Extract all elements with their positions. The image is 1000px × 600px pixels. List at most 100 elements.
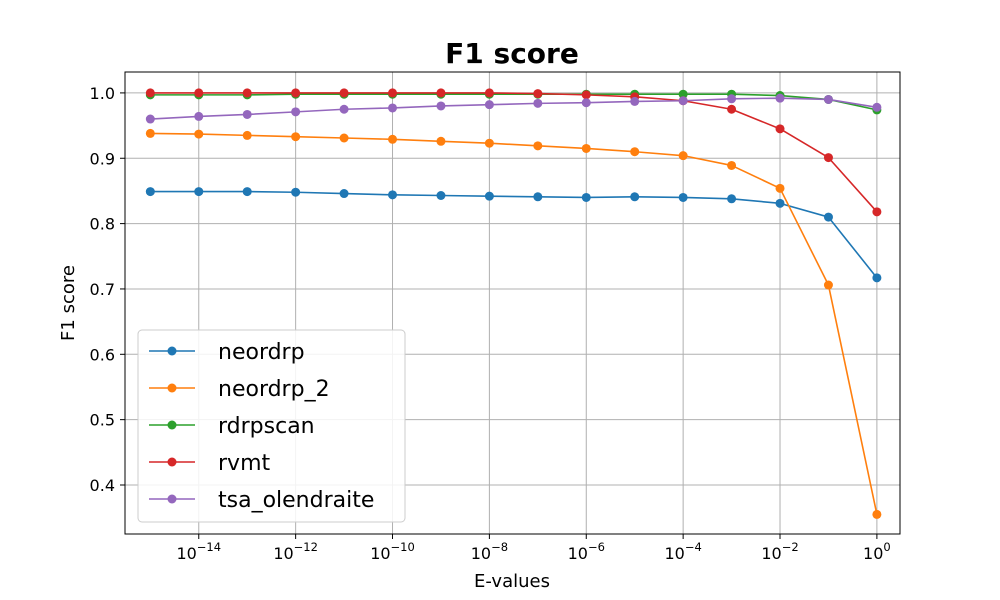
series-neordrp-2 bbox=[145, 128, 882, 519]
data-point bbox=[145, 187, 155, 197]
data-point bbox=[388, 103, 398, 113]
data-point bbox=[436, 136, 446, 146]
series-neordrp bbox=[145, 187, 882, 283]
data-point bbox=[581, 192, 591, 202]
series-line bbox=[150, 132, 878, 515]
data-point bbox=[242, 109, 252, 119]
data-point bbox=[291, 132, 301, 142]
x-tick-label: 10−14 bbox=[176, 540, 221, 563]
data-point bbox=[823, 153, 833, 163]
data-point bbox=[339, 189, 349, 199]
data-point bbox=[194, 88, 204, 98]
data-point bbox=[145, 88, 155, 98]
data-point bbox=[388, 190, 398, 200]
data-point bbox=[436, 101, 446, 111]
data-point bbox=[630, 192, 640, 202]
series-tsa-olendraite bbox=[145, 93, 882, 124]
data-point bbox=[484, 191, 494, 201]
series-layer bbox=[145, 88, 882, 519]
x-axis-label: E-values bbox=[474, 571, 550, 592]
legend-item: rdrpscan bbox=[149, 414, 315, 439]
data-point bbox=[775, 124, 785, 134]
y-tick-label: 1.0 bbox=[90, 84, 115, 103]
data-point bbox=[823, 212, 833, 222]
legend-item: neordrp_2 bbox=[149, 377, 330, 402]
x-tick-label: 10−8 bbox=[471, 540, 508, 563]
data-point bbox=[242, 88, 252, 98]
data-point bbox=[872, 102, 882, 112]
series-line bbox=[150, 97, 878, 120]
data-point bbox=[242, 130, 252, 140]
data-point bbox=[145, 114, 155, 124]
y-tick-label: 0.6 bbox=[90, 345, 115, 364]
data-point bbox=[339, 88, 349, 98]
data-point bbox=[678, 192, 688, 202]
data-point bbox=[872, 509, 882, 519]
data-point bbox=[775, 183, 785, 193]
data-point bbox=[823, 280, 833, 290]
legend-marker bbox=[167, 383, 177, 393]
legend-label: neordrp_2 bbox=[218, 377, 330, 402]
data-point bbox=[630, 147, 640, 157]
legend-box bbox=[137, 329, 406, 523]
data-point bbox=[678, 151, 688, 161]
data-point bbox=[291, 107, 301, 117]
data-point bbox=[436, 88, 446, 98]
legend-label: tsa_olendraite bbox=[218, 488, 374, 513]
data-point bbox=[484, 100, 494, 110]
y-tick-label: 0.8 bbox=[90, 215, 115, 234]
data-point bbox=[436, 191, 446, 201]
data-point bbox=[581, 98, 591, 108]
legend: neordrp neordrp_2 rdrpscan rvmt tsa_olendrai… bbox=[137, 329, 406, 523]
data-point bbox=[145, 128, 155, 138]
data-point bbox=[339, 104, 349, 114]
legend-marker bbox=[167, 457, 177, 467]
y-tick-label: 0.7 bbox=[90, 280, 115, 299]
plot-frame bbox=[124, 71, 901, 535]
legend-item: neordrp bbox=[149, 340, 305, 365]
legend-label: rdrpscan bbox=[218, 414, 315, 439]
data-point bbox=[727, 194, 737, 204]
data-point bbox=[194, 187, 204, 197]
data-point bbox=[339, 133, 349, 143]
y-tick-label: 0.5 bbox=[90, 411, 115, 430]
x-tick-label: 10−4 bbox=[664, 540, 701, 563]
data-point bbox=[727, 160, 737, 170]
series-rvmt bbox=[145, 88, 882, 217]
data-point bbox=[242, 187, 252, 197]
data-point bbox=[872, 273, 882, 283]
data-point bbox=[533, 98, 543, 108]
data-point bbox=[533, 89, 543, 99]
data-point bbox=[388, 88, 398, 98]
data-point bbox=[194, 129, 204, 139]
legend-item: tsa_olendraite bbox=[149, 488, 374, 513]
chart-title: F1 score bbox=[445, 37, 579, 70]
data-point bbox=[291, 187, 301, 197]
data-point bbox=[678, 96, 688, 106]
series-line bbox=[150, 93, 878, 111]
data-point bbox=[388, 134, 398, 144]
data-point bbox=[581, 143, 591, 153]
data-point bbox=[775, 93, 785, 103]
data-point bbox=[678, 89, 688, 99]
legend-marker bbox=[167, 346, 177, 356]
data-point bbox=[194, 111, 204, 121]
x-tick-label: 10−6 bbox=[568, 540, 605, 563]
data-point bbox=[872, 207, 882, 217]
data-point bbox=[727, 94, 737, 104]
data-point bbox=[533, 192, 543, 202]
ticks-layer: 10−14 10−12 10−10 10−8 10−6 10−4 10−2 100 0.4 0.5… bbox=[90, 84, 891, 563]
y-tick-label: 0.9 bbox=[90, 149, 115, 168]
data-point bbox=[581, 90, 591, 100]
x-tick-label: 10−2 bbox=[761, 540, 798, 563]
data-point bbox=[484, 88, 494, 98]
y-axis-label: F1 score bbox=[58, 265, 79, 341]
data-point bbox=[630, 96, 640, 106]
data-point bbox=[727, 104, 737, 114]
legend-label: neordrp bbox=[218, 340, 305, 365]
series-line bbox=[150, 190, 878, 279]
data-point bbox=[291, 88, 301, 98]
legend-item: rvmt bbox=[149, 451, 270, 476]
series-line bbox=[150, 92, 878, 213]
